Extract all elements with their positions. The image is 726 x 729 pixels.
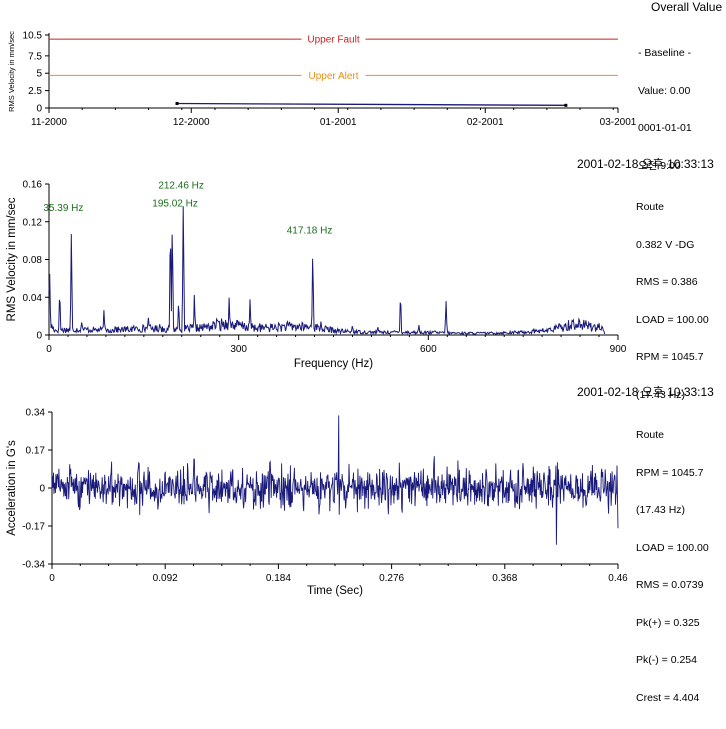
trend-header: Overall Value — [651, 0, 723, 14]
waveform-x-tick-label: 0 — [49, 573, 55, 584]
spectrum-timestamp: 2001-02-18 오후 10:33:13 — [577, 157, 714, 171]
trend-y-tick-label: 2.5 — [28, 86, 42, 97]
trend-info-line: Value: 0.00 — [638, 84, 691, 97]
charts-svg: 0 2.5 5 7.5 10.5 11-2000 12-2000 01-2001 02-2001… — [6, 31, 637, 598]
spectrum-trace — [48, 206, 606, 336]
spectrum-y-axis-label: RMS Velocity in mm/sec — [6, 197, 18, 321]
waveform-trace — [51, 415, 619, 545]
spectrum-x-tick-label: 900 — [610, 344, 627, 355]
trend-series-line — [177, 102, 566, 106]
spectrum-peak-label: 212.46 Hz — [158, 180, 204, 191]
waveform-info-line: Crest = 4.404 — [636, 691, 700, 704]
trend-x-tick-label: 11-2000 — [31, 117, 67, 128]
spectrum-info-line: (17.43 Hz) — [636, 388, 686, 401]
trend-y-tick-label: 10.5 — [23, 31, 43, 42]
threshold-label-bg — [301, 69, 366, 82]
trend-y-tick-label: 7.5 — [28, 51, 42, 62]
waveform-y-tick-label: 0.17 — [26, 446, 46, 457]
trend-info-line: 0001-01-01 — [638, 122, 692, 134]
spectrum-x-axis-label: Frequency (Hz) — [294, 358, 373, 370]
spectrum-y-tick-label: 0.08 — [23, 255, 43, 266]
spectrum-x-tick-label: 600 — [420, 344, 437, 355]
spectrum-y-tick-label: 0.16 — [23, 180, 43, 191]
upper-alert-label: Upper Alert — [308, 71, 358, 82]
threshold-label-bg — [301, 33, 366, 46]
trend-y-tick-label: 0 — [36, 104, 42, 115]
waveform-x-axis-label: Time (Sec) — [307, 585, 363, 597]
trend-y-tick-label: 5 — [36, 69, 42, 80]
trend-info-line: 오전 9:00 — [638, 159, 681, 172]
waveform-y-tick-label: 0.34 — [26, 408, 46, 419]
waveform-info-line: (17.43 Hz) — [636, 504, 686, 516]
spectrum-info: Route 0.382 V -DG RMS = 0.386 LOAD = 100… — [636, 176, 709, 426]
spectrum-peak-label: 35.39 Hz — [43, 203, 83, 214]
waveform-x-tick-label: 0.184 — [266, 573, 291, 584]
spectrum-info-line: RPM = 1045.7 — [636, 351, 704, 363]
waveform-x-tick-label: 0.368 — [492, 573, 517, 584]
trend-point — [175, 101, 179, 105]
waveform-y-tick-label: -0.17 — [22, 522, 45, 533]
trend-x-tick-label: 12-2000 — [173, 117, 210, 128]
trend-x-tick-label: 03-2001 — [600, 117, 637, 128]
spectrum-peak-label: 417.18 Hz — [287, 225, 333, 236]
trend-info-line: - Baseline - — [638, 47, 692, 59]
spectrum-x-tick-label: 300 — [230, 344, 247, 355]
spectrum-y-tick-label: 0.04 — [23, 293, 43, 304]
chart-stage: 0 2.5 5 7.5 10.5 11-2000 12-2000 01-2001 02-2001… — [6, 0, 723, 704]
waveform-info-line: Pk(+) = 0.325 — [636, 616, 700, 629]
waveform-info-line: LOAD = 100.00 — [636, 541, 709, 554]
waveform-info-line: Route — [636, 429, 665, 441]
trend-point — [564, 103, 568, 107]
waveform-info-line: RPM = 1045.7 — [636, 466, 704, 479]
waveform-timestamp: 2001-02-18 오후 10:33:13 — [577, 385, 714, 399]
trend-x-tick-label: 01-2001 — [320, 117, 357, 128]
spectrum-peak-label: 195.02 Hz — [152, 198, 198, 209]
waveform-info: Route RPM = 1045.7 (17.43 Hz) LOAD = 100… — [636, 404, 709, 729]
waveform-x-tick-label: 0.276 — [379, 573, 404, 584]
trend-info: - Baseline - Value: 0.00 0001-01-01 오전 9… — [638, 22, 692, 197]
upper-fault-label: Upper Fault — [307, 35, 359, 46]
spectrum-info-line: 0.382 V -DG — [636, 238, 695, 251]
spectrum-info-line: LOAD = 100.00 — [636, 313, 709, 326]
spectrum-info-line: Route — [636, 201, 665, 213]
waveform-x-tick-label: 0.46 — [608, 573, 628, 584]
spectrum-x-tick-label: 0 — [46, 344, 52, 355]
waveform-y-axis-label: Acceleration in G's — [6, 440, 18, 536]
waveform-x-tick-label: 0.092 — [153, 573, 178, 584]
trend-y-axis-label: RMS Velocity in mm/sec — [7, 31, 16, 112]
spectrum-info-line: RMS = 0.386 — [636, 276, 698, 288]
spectrum-y-tick-label: 0 — [36, 331, 42, 342]
spectrum-y-tick-label: 0.12 — [23, 217, 43, 228]
waveform-y-tick-label: 0 — [39, 484, 45, 495]
trend-x-tick-label: 02-2001 — [467, 117, 504, 128]
waveform-info-line: RMS = 0.0739 — [636, 579, 704, 591]
waveform-y-tick-label: -0.34 — [22, 560, 45, 571]
waveform-info-line: Pk(-) = 0.254 — [636, 654, 697, 666]
